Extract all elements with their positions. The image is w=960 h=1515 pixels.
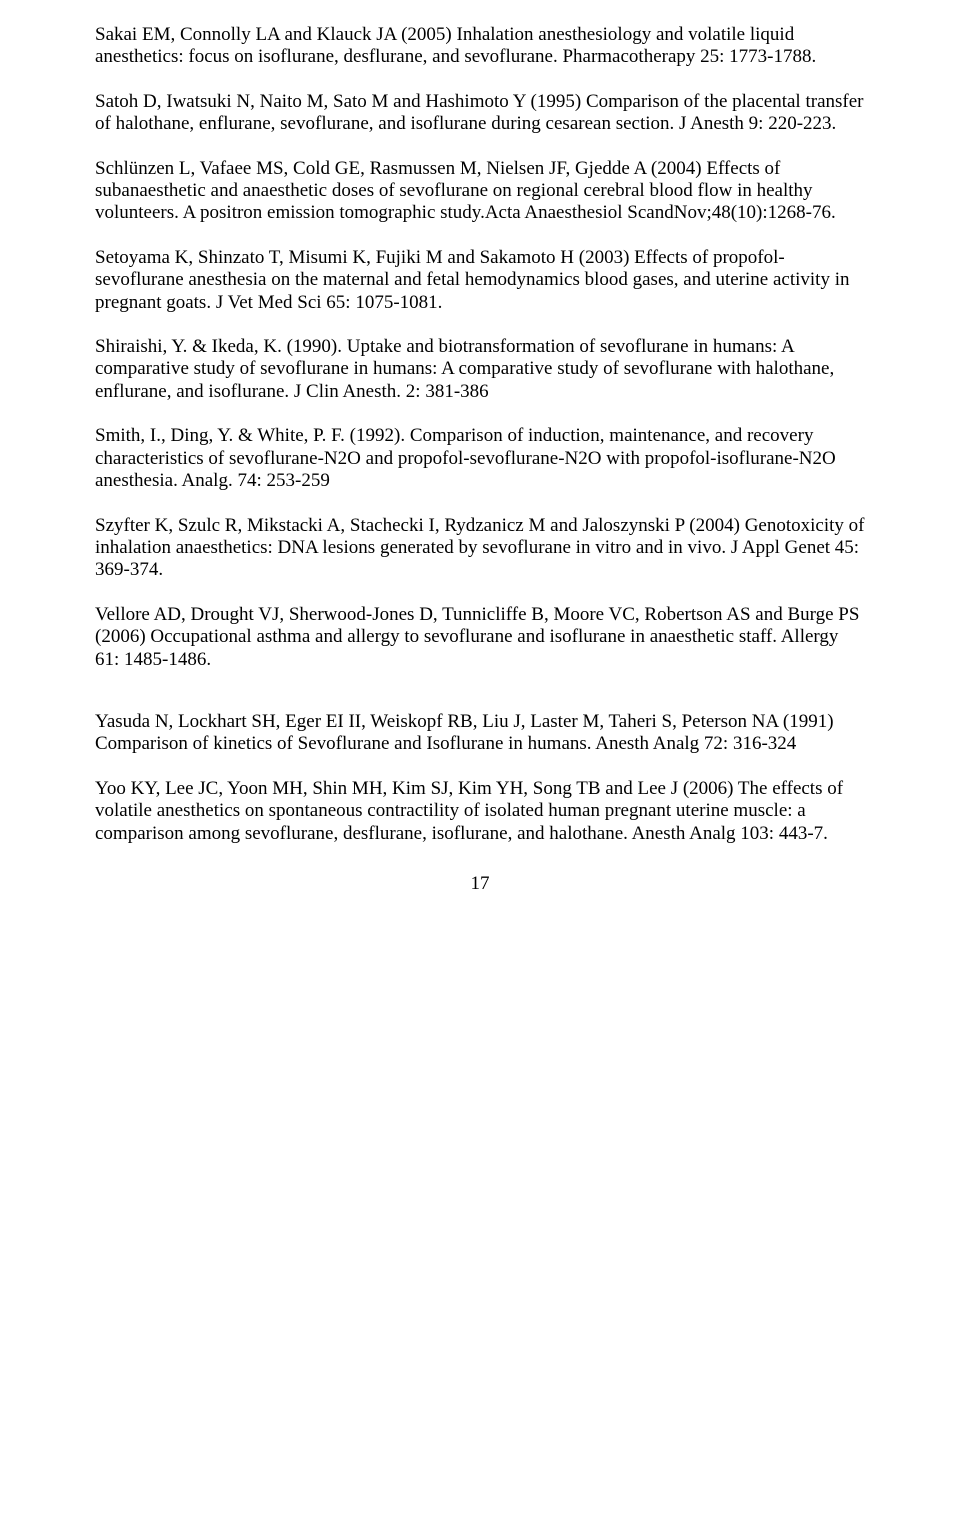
reference-item: Setoyama K, Shinzato T, Misumi K, Fujiki… — [95, 247, 865, 314]
reference-item: Smith, I., Ding, Y. & White, P. F. (1992… — [95, 425, 865, 492]
page-content: Sakai EM, Connolly LA and Klauck JA (200… — [0, 0, 960, 935]
reference-item: Yasuda N, Lockhart SH, Eger EI II, Weisk… — [95, 711, 865, 756]
reference-item: Szyfter K, Szulc R, Mikstacki A, Stachec… — [95, 515, 865, 582]
reference-item: Satoh D, Iwatsuki N, Naito M, Sato M and… — [95, 91, 865, 136]
reference-item: Schlünzen L, Vafaee MS, Cold GE, Rasmuss… — [95, 158, 865, 225]
reference-item: Sakai EM, Connolly LA and Klauck JA (200… — [95, 24, 865, 69]
page-number: 17 — [95, 873, 865, 895]
reference-item: Yoo KY, Lee JC, Yoon MH, Shin MH, Kim SJ… — [95, 778, 865, 845]
reference-item: Vellore AD, Drought VJ, Sherwood-Jones D… — [95, 604, 865, 671]
reference-item: Shiraishi, Y. & Ikeda, K. (1990). Uptake… — [95, 336, 865, 403]
